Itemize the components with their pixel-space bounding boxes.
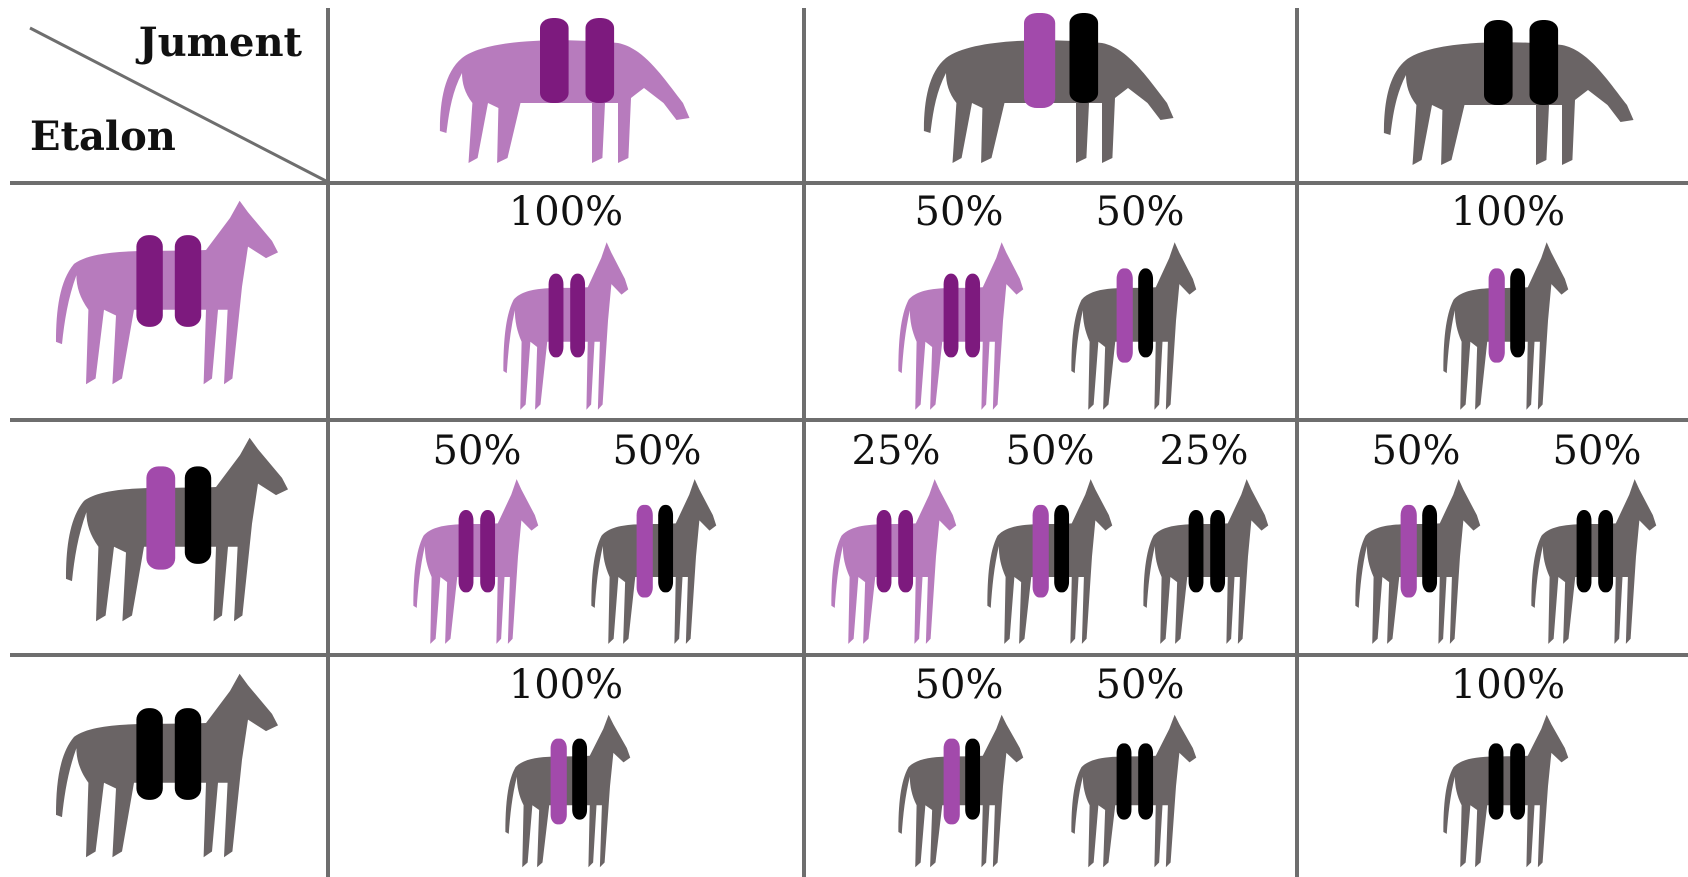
percent-label: 50% <box>915 662 1004 708</box>
percent-label: 50% <box>1096 189 1185 235</box>
foal <box>413 479 538 644</box>
percent-label: 50% <box>433 428 522 474</box>
percent-label: 100% <box>1451 189 1565 235</box>
percent-label: 50% <box>1006 428 1095 474</box>
percent-label: 50% <box>1096 662 1185 708</box>
percent-label: 25% <box>852 428 941 474</box>
foal <box>1071 715 1196 867</box>
stallion-horse <box>56 674 278 858</box>
percent-label: 50% <box>915 189 1004 235</box>
mare-horse <box>440 18 690 163</box>
percent-label: 50% <box>1372 428 1461 474</box>
foal <box>591 479 716 644</box>
foal <box>1531 479 1656 644</box>
percent-label: 100% <box>509 189 623 235</box>
foal <box>898 715 1023 867</box>
stallion-horse <box>66 438 288 622</box>
percent-label: 50% <box>1553 428 1642 474</box>
foal <box>1443 715 1568 867</box>
foal <box>1071 242 1196 410</box>
foal <box>1355 479 1480 644</box>
crossing-table: Jument Etalon 100% 50% 50% 100% 50% 50% … <box>0 0 1688 877</box>
mare-horse <box>924 13 1174 163</box>
foal <box>503 242 628 410</box>
stallion-horse <box>56 201 278 385</box>
foal <box>831 479 956 644</box>
foal <box>898 242 1023 410</box>
mare-label: Jument <box>136 19 303 66</box>
percent-label: 25% <box>1160 428 1249 474</box>
percent-label: 100% <box>1451 662 1565 708</box>
foal <box>987 479 1112 644</box>
mare-horse <box>1384 20 1634 165</box>
foal <box>505 715 630 867</box>
foal <box>1443 242 1568 410</box>
stallion-label: Etalon <box>30 113 176 160</box>
percent-label: 50% <box>613 428 702 474</box>
percent-label: 100% <box>509 662 623 708</box>
foal <box>1143 479 1268 644</box>
